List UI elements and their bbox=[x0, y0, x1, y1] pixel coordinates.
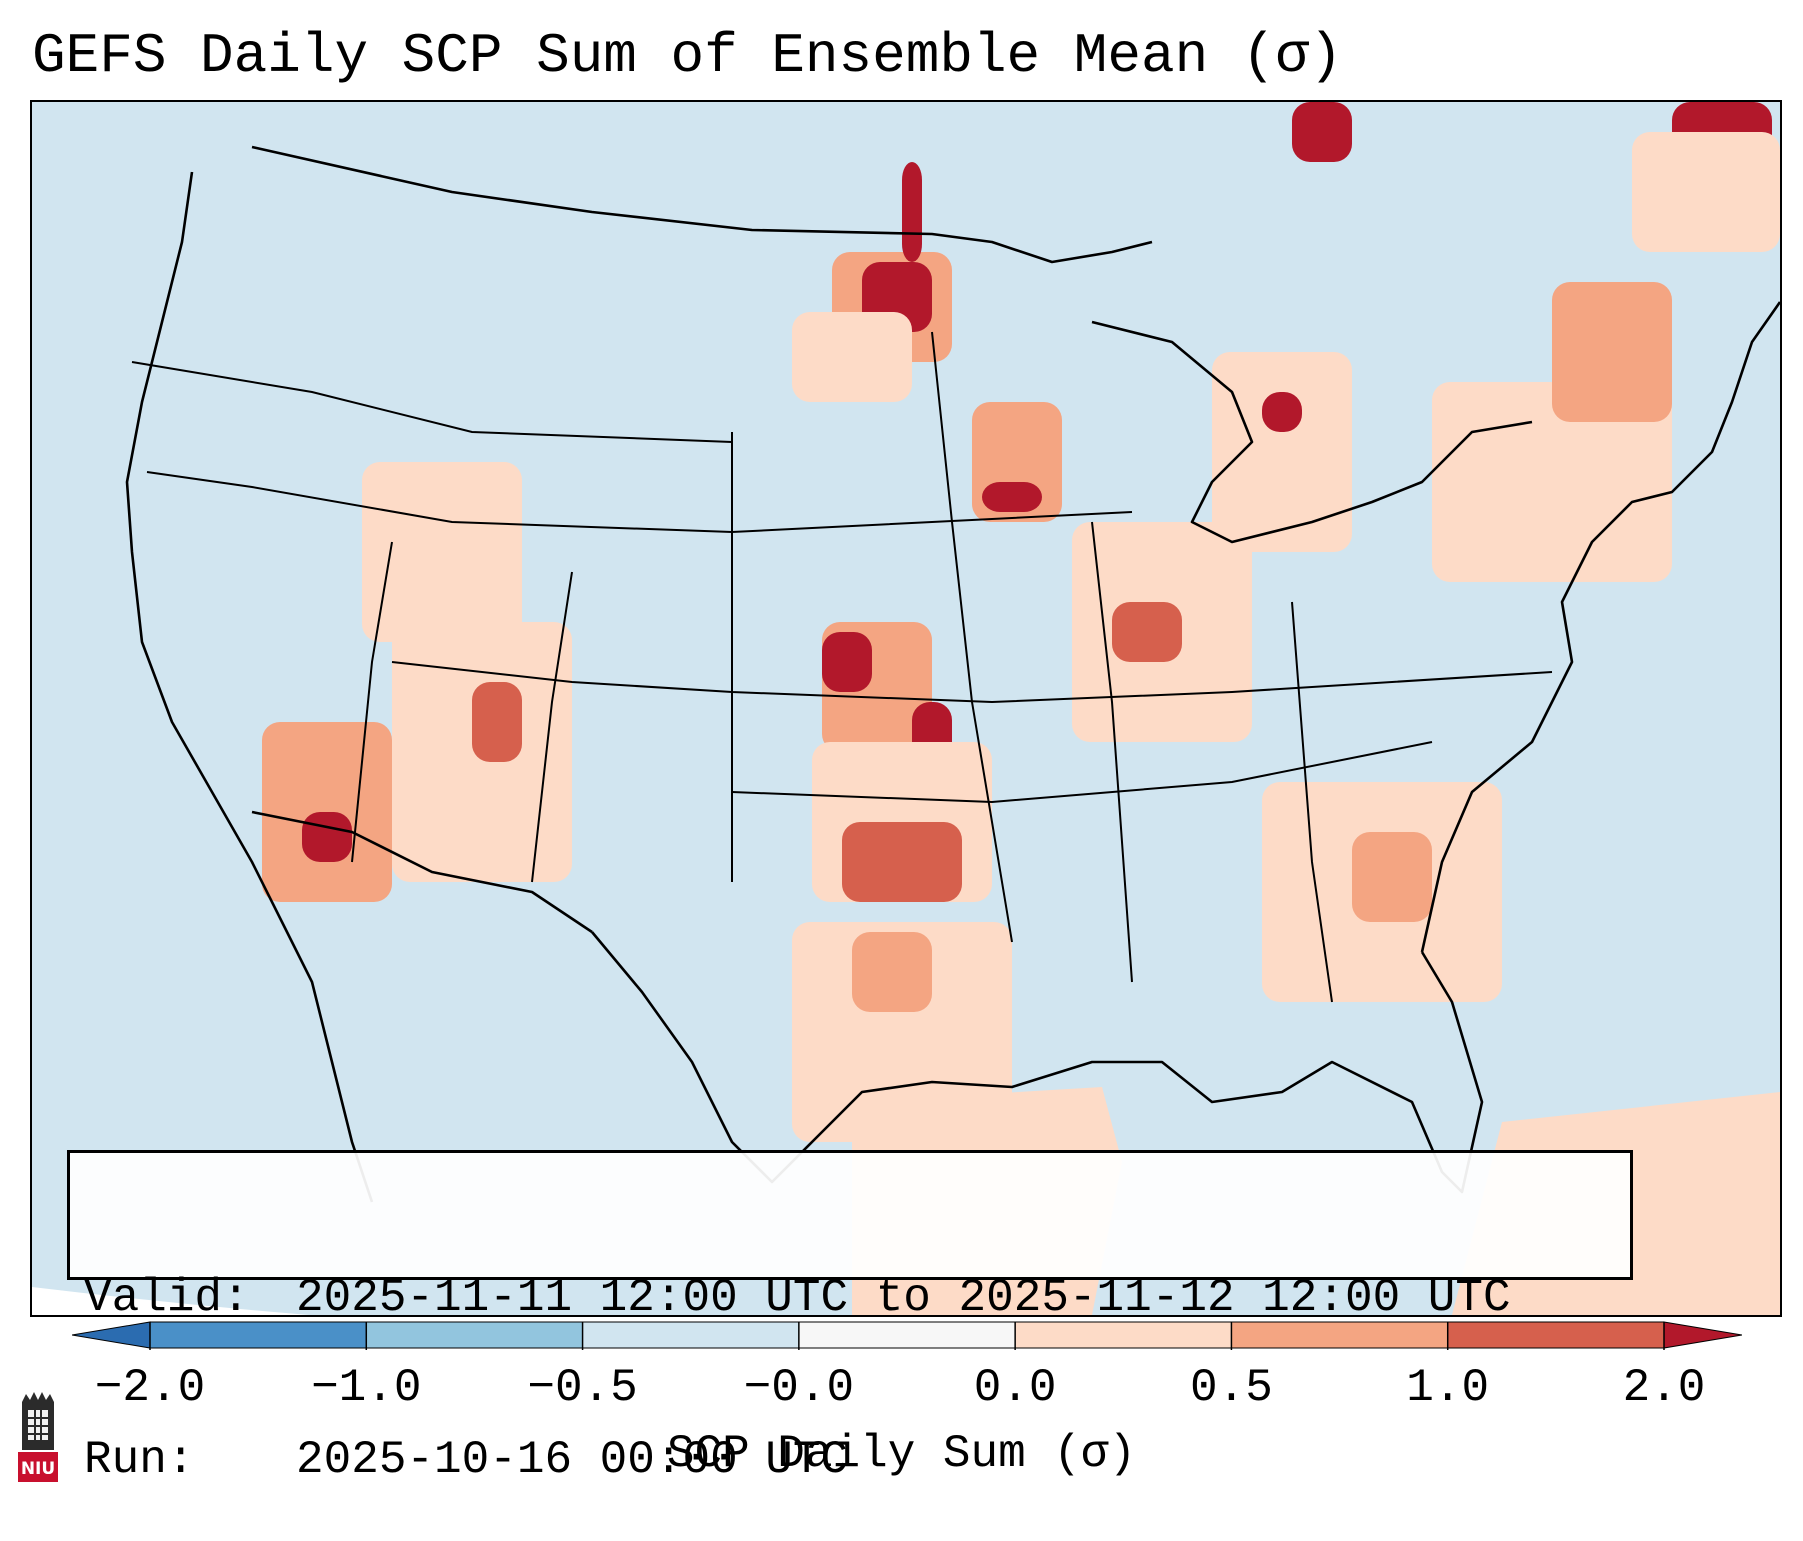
coastline-atlantic bbox=[1420, 301, 1780, 953]
colorbar bbox=[72, 1321, 1742, 1350]
colorbar-bin bbox=[366, 1322, 584, 1348]
anomaly-region-cell bbox=[1352, 832, 1432, 922]
run-label: Run: bbox=[84, 1434, 195, 1486]
state-lines bbox=[131, 331, 1553, 1003]
border-canada bbox=[251, 145, 1153, 264]
state-line bbox=[1291, 601, 1333, 1003]
anomaly-region-cell bbox=[1262, 392, 1302, 432]
state-line bbox=[391, 661, 1553, 704]
colorbar-under-arrow bbox=[72, 1321, 151, 1349]
chart-title: GEFS Daily SCP Sum of Ensemble Mean (σ) bbox=[32, 24, 1343, 88]
colorbar-tick-label: 1.0 bbox=[1406, 1362, 1490, 1414]
border-mexico bbox=[251, 810, 593, 934]
anomaly-region-cell bbox=[1292, 102, 1352, 162]
anomaly-region-cell bbox=[1112, 602, 1182, 662]
svg-text:NIU: NIU bbox=[21, 1459, 55, 1479]
great-lakes bbox=[1091, 320, 1533, 544]
anomaly-region-cell bbox=[902, 162, 922, 262]
run-row: Run: 2025-10-16 00:00 UTC bbox=[84, 1433, 1616, 1487]
anomaly-region-cell bbox=[982, 482, 1042, 512]
anomaly-region-cell bbox=[822, 632, 872, 692]
state-line bbox=[731, 741, 1433, 804]
colorbar-tick-label: 0.0 bbox=[973, 1362, 1057, 1414]
anomaly-region-cell bbox=[792, 922, 1012, 1142]
map-canvas bbox=[32, 102, 1780, 1315]
colorbar-tick-label: 2.0 bbox=[1622, 1362, 1706, 1414]
state-line bbox=[131, 361, 733, 443]
anomaly-region-cell bbox=[852, 932, 932, 1012]
anomaly-region-cell bbox=[1552, 282, 1672, 422]
colorbar-bin bbox=[1015, 1322, 1232, 1348]
colorbar-label: SCP Daily Sum (σ) bbox=[666, 1428, 1137, 1480]
colorbar-tick-label: −0.5 bbox=[527, 1362, 638, 1414]
colorbar-bin bbox=[582, 1322, 800, 1348]
anomaly-region-cell bbox=[1212, 352, 1352, 552]
colorbar-over-arrow bbox=[1663, 1321, 1742, 1349]
colorbar-bin bbox=[1231, 1322, 1449, 1348]
anomaly-region-cell bbox=[362, 462, 522, 642]
map-panel bbox=[30, 100, 1782, 1317]
colorbar-bin bbox=[1447, 1322, 1665, 1348]
anomaly-region-cell bbox=[792, 312, 912, 402]
anomaly-region-cell bbox=[1432, 382, 1672, 582]
anomaly-region-cell bbox=[1632, 132, 1780, 252]
colorbar-bin bbox=[150, 1322, 367, 1348]
valid-time-box: Valid: 2025-11-11 12:00 UTC to 2025-11-12… bbox=[67, 1150, 1633, 1486]
colorbar-tick-label: −2.0 bbox=[94, 1362, 206, 1414]
valid-row: Valid: 2025-11-11 12:00 UTC to 2025-11-12… bbox=[84, 1271, 1616, 1325]
state-line bbox=[146, 471, 1133, 534]
coastline-west bbox=[125, 171, 374, 1203]
anomaly-region-cell bbox=[842, 822, 962, 902]
anomaly-region-cell bbox=[302, 812, 352, 862]
colorbar-tick-label: −1.0 bbox=[311, 1362, 422, 1414]
colorbar-tick-label: −0.0 bbox=[743, 1362, 855, 1414]
run-value: 2025-10-16 00:00 UTC bbox=[296, 1434, 849, 1486]
anomaly-cells bbox=[262, 102, 1780, 1142]
colorbar-tick-label: 0.5 bbox=[1190, 1362, 1273, 1414]
state-line bbox=[531, 571, 573, 883]
colorbar-bin bbox=[798, 1322, 1016, 1348]
niu-logo: NIU bbox=[18, 1392, 58, 1482]
valid-label: Valid: bbox=[84, 1272, 250, 1324]
valid-value: 2025-11-11 12:00 UTC to 2025-11-12 12:00… bbox=[296, 1272, 1511, 1324]
state-line bbox=[1091, 521, 1133, 983]
anomaly-region-cell bbox=[472, 682, 522, 762]
state-line bbox=[351, 541, 393, 863]
state-line bbox=[931, 331, 1013, 943]
